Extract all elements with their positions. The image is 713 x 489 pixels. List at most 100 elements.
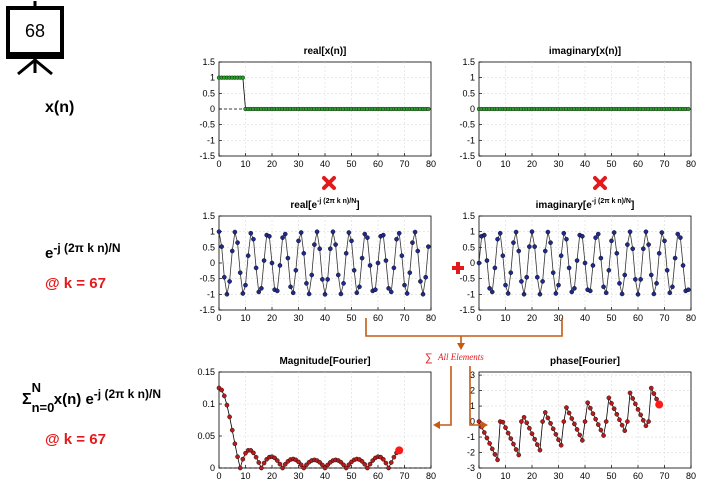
x-tick-label: 60 <box>373 471 383 481</box>
data-point <box>386 286 391 291</box>
data-point <box>282 462 288 467</box>
data-point <box>359 459 365 464</box>
data-point <box>386 465 391 471</box>
data-point <box>614 251 620 256</box>
data-point <box>373 287 378 293</box>
data-point <box>243 450 248 456</box>
data-point <box>489 446 495 452</box>
xn-label: x(n) <box>45 99 75 116</box>
data-point <box>402 282 407 288</box>
data-point <box>627 229 633 235</box>
y-tick-label: 0 <box>210 463 215 473</box>
data-point <box>394 236 399 242</box>
data-point <box>548 421 553 426</box>
data-point <box>635 407 641 412</box>
data-point <box>505 291 511 296</box>
x-tick-label: 0 <box>476 159 481 169</box>
presentation-board-icon <box>6 1 64 76</box>
chart-title: real[e-j (2π k n)/N] <box>290 198 359 211</box>
data-point <box>524 274 529 280</box>
chart-title: Magnitude[Fourier] <box>279 356 370 367</box>
data-point <box>556 282 561 288</box>
data-point <box>646 242 651 247</box>
x-tick-label: 40 <box>320 313 330 323</box>
data-point <box>261 258 267 263</box>
data-point <box>237 270 243 275</box>
data-point <box>269 260 275 266</box>
data-point <box>235 240 240 245</box>
data-point <box>516 452 522 458</box>
data-point <box>327 246 333 252</box>
y-tick-label: 1.5 <box>202 211 215 221</box>
chart-real-basis: 0 10 20 30 40 50 60 70 80 1.5 1 0.5 0 -0.5 -1 -1.5 real[… <box>199 198 436 323</box>
data-point <box>527 425 532 431</box>
data-point <box>383 460 389 466</box>
data-point <box>280 465 285 471</box>
data-point <box>656 251 662 256</box>
data-point <box>580 438 585 443</box>
data-point <box>253 454 259 460</box>
data-point <box>333 242 338 247</box>
series-line <box>218 231 429 295</box>
chart-imag-x: 0 10 20 30 40 50 60 70 80 1.5 1 0.5 0 -0.5 -1 -1.5 imagi… <box>459 46 696 169</box>
x-tick-label: 60 <box>633 471 643 481</box>
data-point <box>357 284 362 290</box>
data-point <box>290 290 296 296</box>
data-point <box>553 291 559 296</box>
y-tick-label: 0 <box>210 104 215 114</box>
data-point <box>367 263 373 268</box>
y-tick-label: 1 <box>470 401 475 411</box>
data-point <box>566 265 572 271</box>
data-point <box>638 277 643 282</box>
data-point <box>511 441 516 447</box>
data-point <box>224 402 230 408</box>
data-point <box>638 412 643 418</box>
chart-magnitude: 0 10 20 30 40 50 60 70 80 0.15 0.1 0.05 0 Magnitude[F… <box>197 356 436 481</box>
data-point <box>548 240 553 245</box>
highlight-point <box>655 400 664 409</box>
y-tick-label: 0.5 <box>202 242 215 252</box>
x-tick-label: 80 <box>426 159 436 169</box>
x-tick-label: 60 <box>373 313 383 323</box>
y-tick-label: 0 <box>470 104 475 114</box>
y-tick-label: 0.1 <box>202 399 215 409</box>
data-point <box>508 270 514 275</box>
chart-title: real[x(n)] <box>304 46 347 57</box>
y-tick-label: -0.5 <box>459 274 475 284</box>
data-point <box>375 260 381 266</box>
data-point <box>611 230 617 235</box>
x-tick-label: 60 <box>633 159 643 169</box>
chart-title: imaginary[e-j (2π k n)/N] <box>536 198 635 211</box>
data-point <box>625 242 630 247</box>
data-point <box>640 246 646 252</box>
y-tick-label: 2 <box>470 386 475 396</box>
data-point <box>651 291 657 297</box>
data-point <box>497 230 503 236</box>
data-point <box>343 251 349 256</box>
data-point <box>519 419 524 424</box>
data-point <box>619 291 625 297</box>
data-point <box>322 292 328 297</box>
data-point <box>633 277 638 282</box>
data-point <box>680 263 686 268</box>
data-point <box>489 289 495 295</box>
data-point <box>296 238 301 244</box>
data-point <box>335 272 341 278</box>
data-point <box>227 279 232 284</box>
data-point <box>495 236 500 242</box>
data-point <box>383 258 389 263</box>
data-point <box>625 419 630 424</box>
data-point <box>593 416 598 422</box>
data-point <box>484 435 490 441</box>
x-tick-label: 80 <box>686 471 696 481</box>
data-point <box>643 423 649 429</box>
data-point <box>633 401 638 407</box>
y-tick-label: -0.5 <box>199 274 215 284</box>
data-point <box>603 419 609 424</box>
data-point <box>322 465 328 471</box>
chart-title-base: real[e <box>290 200 317 211</box>
y-tick-label: -2 <box>467 448 475 458</box>
y-tick-label: -1.5 <box>459 151 475 161</box>
